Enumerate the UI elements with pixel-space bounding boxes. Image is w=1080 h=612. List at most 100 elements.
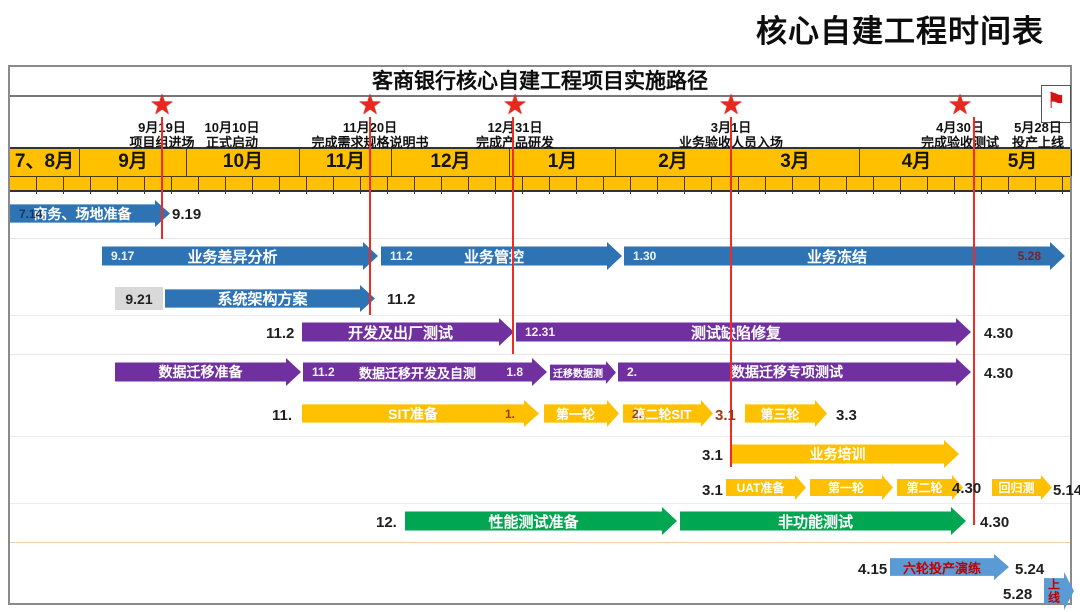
task-label: 第二轮 (906, 481, 943, 495)
milestone-line (973, 117, 975, 525)
task-label: 9.21 (125, 290, 153, 307)
week-band (10, 176, 1070, 194)
task-bar: 第三轮 (745, 400, 827, 427)
milestone-star-icon: ★ (502, 89, 528, 120)
chart-title: 客商银行核心自建工程项目实施路径 (10, 67, 1070, 97)
milestone-text: 投产上线 (1011, 135, 1065, 150)
row-separator (10, 238, 1070, 239)
bar-start-date: 2. (627, 365, 638, 379)
date-label: 3.3 (836, 407, 857, 424)
date-label: 3.1 (702, 447, 723, 464)
milestone-star-icon: ★ (357, 89, 383, 120)
task-label: 业务培训 (809, 446, 866, 462)
task-bar: 业务差异分析 9.17 (102, 242, 378, 270)
milestone-star-icon: ★ (718, 89, 744, 120)
task-label: 上线 (1046, 578, 1061, 604)
milestone-label: 12月31日 完成产品研发 (476, 120, 554, 150)
task-bar: 测试缺陷修复 12.31 (516, 318, 971, 346)
task-label: 迁移数据测 (553, 369, 603, 380)
task-label: 第三轮 (760, 407, 800, 422)
date-label: 3.1 (702, 482, 723, 499)
task-label: 数据迁移准备 (158, 364, 243, 380)
month-cell: 12月 (392, 149, 510, 176)
task-bar: 回归测 (992, 475, 1052, 500)
milestone-label: 4月30日 完成验收测试 (921, 120, 999, 150)
bar-start-date: 11.2 (312, 365, 335, 379)
date-label: 4.30 (984, 365, 1014, 382)
date-label: 5.28 (1003, 586, 1033, 603)
date-label: 11.2 (387, 291, 416, 308)
task-bar: 性能测试准备 (405, 507, 677, 535)
row-separator (10, 542, 1070, 543)
row-separator (10, 315, 1070, 316)
month-cell: 2月 (616, 149, 731, 176)
task-label: 系统架构方案 (217, 291, 308, 308)
bar-start-date: 7.14 (19, 206, 43, 221)
month-cell: 4月 (860, 149, 974, 176)
month-cell: 3月 (731, 149, 860, 176)
month-band: 7、8月 9月 10月 11月 12月 1月 2月 3月 4月 5月 (10, 147, 1072, 194)
date-label: 4.30 (980, 514, 1010, 531)
task-label: 六轮投产演练 (902, 560, 981, 576)
task-bar: 业务冻结 1.30 5.28 (624, 242, 1065, 270)
date-label: 4.30 (952, 480, 982, 497)
bar-start-date: 1.30 (633, 249, 657, 263)
gantt-chart: 客商银行核心自建工程项目实施路径 7、8月 9月 10月 11月 12月 1月 2月 3月 4月… (8, 65, 1080, 605)
month-cell: 7、8月 (10, 149, 80, 176)
task-label: 商务、场地准备 (33, 205, 132, 222)
milestone-line (369, 117, 371, 315)
milestone-line (730, 117, 732, 467)
launch-flag-box: ⚑ (1041, 85, 1071, 123)
task-label: 第一轮 (827, 481, 864, 495)
milestone-text: 完成产品研发 (475, 135, 555, 150)
task-label: 性能测试准备 (488, 513, 579, 531)
milestone-star-icon: ★ (149, 89, 175, 120)
month-cell: 10月 (187, 149, 300, 176)
row-separator (10, 436, 1070, 437)
task-label: 开发及出厂测试 (347, 324, 453, 342)
month-cell: 1月 (510, 149, 616, 176)
date-label: 5.14 (1053, 482, 1080, 499)
milestone-text: 正式启动 (205, 135, 259, 150)
task-bar: 第二轮 (897, 475, 963, 500)
task-label: 非功能测试 (777, 513, 853, 531)
task-bar: SIT准备 1. (302, 400, 539, 427)
bar-end-date: 5.28 (1017, 249, 1041, 263)
date-label: 3.1 (715, 407, 736, 424)
date-label: 4.15 (858, 561, 888, 578)
task-bar: 第一轮 (810, 475, 893, 500)
task-bar: 业务培训 (731, 440, 959, 468)
milestone-line (512, 117, 514, 354)
task-bar: 迁移数据测 (550, 361, 616, 384)
task-label: 数据迁移开发及自测 (358, 365, 476, 381)
milestone-date: 12月31日 (487, 120, 543, 135)
date-label: 12. (376, 514, 397, 531)
task-label: 数据迁移专项测试 (731, 364, 843, 380)
task-bar: 上线 (1044, 572, 1074, 610)
task-label: 业务管控 (463, 248, 524, 266)
task-box: 9.21 (115, 287, 163, 310)
bar-end-date: 1. (504, 406, 515, 421)
month-cell: 9月 (80, 149, 187, 176)
row-separator (10, 503, 1070, 504)
task-bar: 业务管控 11.2 (381, 242, 622, 270)
milestone-label: 5月28日 投产上线 (1012, 120, 1064, 150)
date-label: 11. (272, 407, 293, 424)
bar-start-date: 12.31 (525, 325, 556, 339)
bar-start-date: 9.17 (111, 249, 135, 263)
bar-start-date: 11.2 (390, 249, 413, 263)
task-bar: UAT准备 (726, 475, 806, 500)
task-bar: 非功能测试 (680, 507, 966, 535)
task-bar: 数据迁移开发及自测 11.2 1.8 (303, 358, 547, 386)
task-label: 业务冻结 (806, 248, 867, 266)
page-title: 核心自建工程时间表 (756, 14, 1044, 49)
row-separator (10, 354, 1070, 355)
task-label: UAT准备 (736, 481, 785, 495)
task-label: 业务差异分析 (187, 248, 278, 266)
milestone-date: 10月10日 (204, 120, 260, 135)
task-label: 回归测 (998, 481, 1035, 495)
milestone-star-icon: ★ (947, 89, 973, 120)
flag-icon: ⚑ (1046, 88, 1066, 113)
task-bar: 第一轮 (544, 400, 619, 427)
